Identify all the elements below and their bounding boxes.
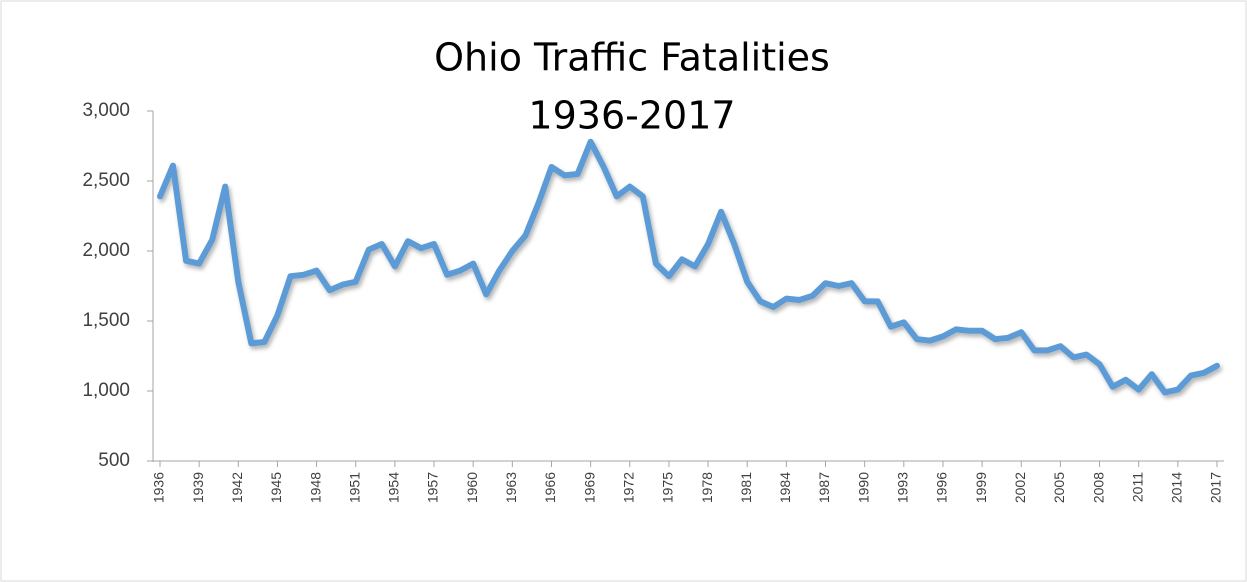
x-tick-label: 1999	[973, 472, 989, 503]
x-tick-label: 1942	[229, 472, 245, 503]
x-tick-label: 1966	[542, 472, 558, 503]
x-tick-label: 1948	[307, 472, 323, 503]
x-tick-label: 1939	[190, 472, 206, 503]
x-tick-label: 1984	[777, 472, 793, 503]
x-tick-label: 1993	[895, 472, 911, 503]
y-tick-label: 500	[98, 450, 130, 471]
x-tick-label: 1996	[934, 472, 950, 503]
x-tick-label: 2017	[1208, 472, 1224, 503]
x-tick-label: 2014	[1169, 472, 1185, 503]
x-tick-label: 2002	[1012, 472, 1028, 503]
x-tick-label: 1987	[816, 472, 832, 503]
data-line	[157, 138, 1220, 396]
x-tick-label: 1945	[268, 472, 284, 503]
y-tick-label: 2,500	[82, 170, 130, 191]
x-tick-label: 1969	[581, 472, 597, 503]
x-tick-label: 1981	[738, 472, 754, 503]
y-tick-label: 3,000	[82, 100, 130, 121]
chart-subtitle: 1936-2017	[528, 94, 735, 138]
x-tick-label: 1978	[699, 472, 715, 503]
x-tick-label: 1960	[464, 472, 480, 503]
x-tick-label: 1957	[425, 472, 441, 503]
y-tick-label: 2,000	[82, 240, 130, 261]
x-tick-label: 1972	[620, 472, 636, 503]
x-tick-label: 1954	[386, 472, 402, 503]
chart-title: Ohio Traffic Fatalities	[434, 36, 830, 80]
x-tick-label: 1951	[346, 472, 362, 503]
x-tick-label: 2011	[1129, 472, 1145, 502]
x-tick-label: 1975	[660, 472, 676, 503]
x-tick-label: 1963	[503, 472, 519, 503]
x-tick-label: 1936	[151, 472, 167, 503]
x-tick-label: 2005	[1051, 472, 1067, 503]
x-tick-label: 1990	[855, 472, 871, 503]
x-tick-label: 2008	[1090, 472, 1106, 503]
y-tick-label: 1,000	[82, 380, 130, 401]
y-tick-label: 1,500	[82, 310, 130, 331]
